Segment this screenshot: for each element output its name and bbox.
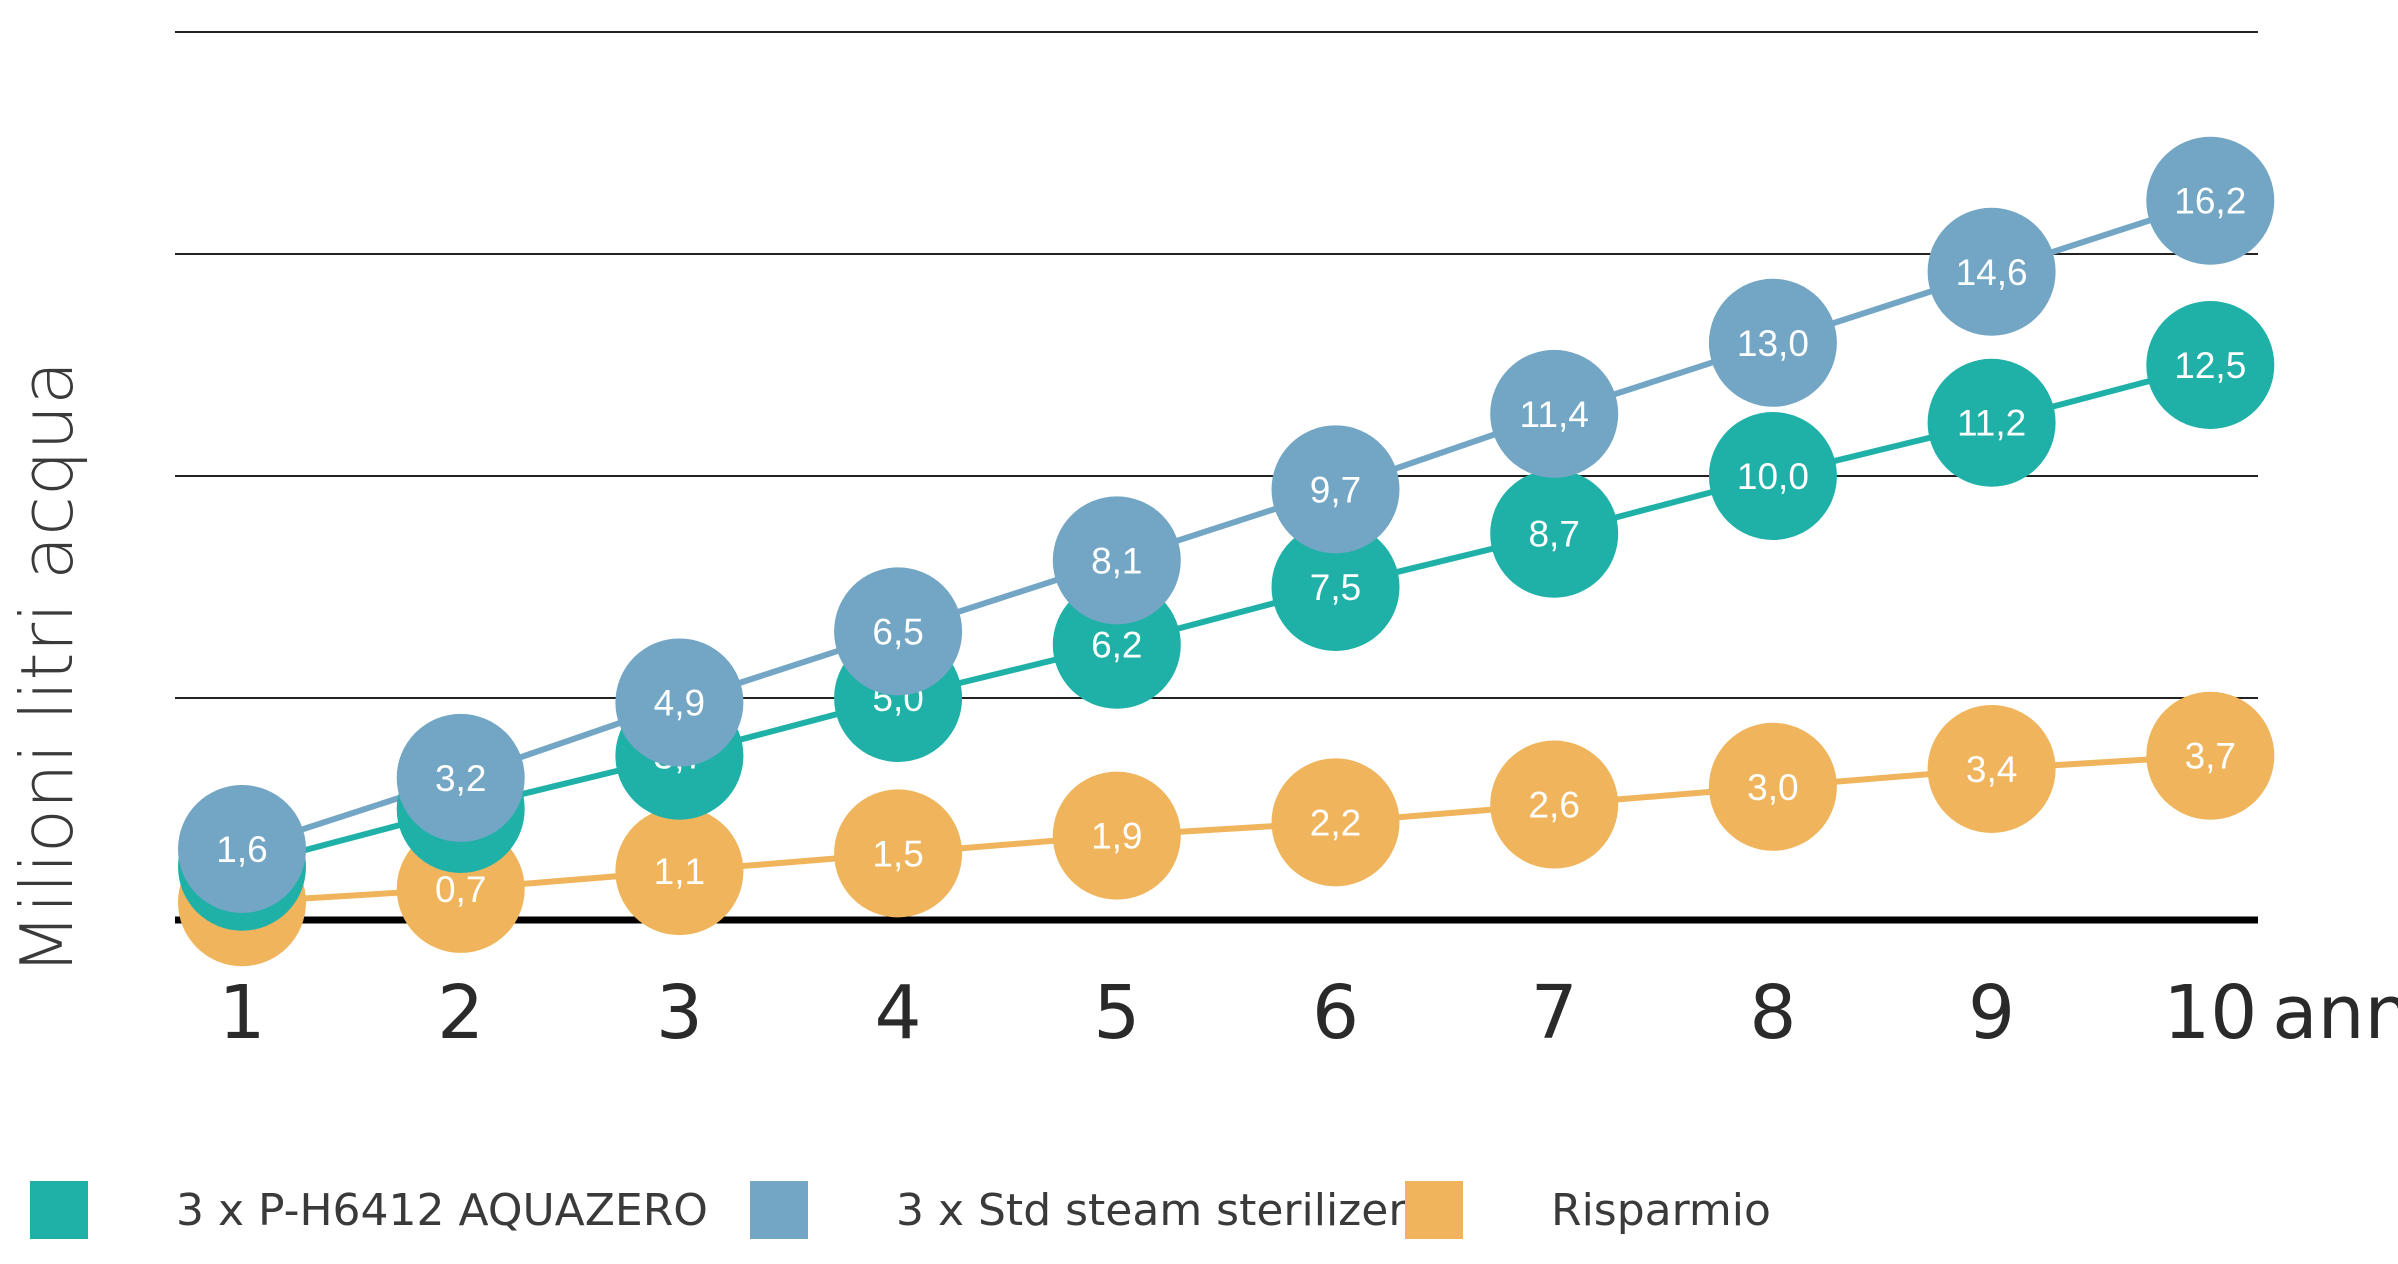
legend-label: 3 x Std steam sterilizer bbox=[896, 1184, 1407, 1236]
data-label: 1,5 bbox=[872, 833, 923, 874]
data-point bbox=[1927, 358, 2056, 487]
data-label: 11,4 bbox=[1520, 394, 1589, 435]
data-point bbox=[1708, 722, 1837, 851]
data-label: 0,7 bbox=[435, 869, 486, 910]
series-line-0 bbox=[241, 362, 2212, 870]
x-tick-label: 7 bbox=[1531, 970, 1578, 1056]
data-point bbox=[1927, 705, 2056, 834]
data-label: 16,2 bbox=[2174, 181, 2246, 222]
data-label: 1,9 bbox=[1091, 816, 1142, 857]
x-axis-ticks: 1 2 3 4 5 6 7 8 9 10anni bbox=[218, 970, 2398, 1056]
data-point bbox=[1052, 496, 1181, 625]
data-point bbox=[1052, 771, 1181, 900]
data-point bbox=[2146, 691, 2275, 820]
legend-swatch bbox=[750, 1181, 808, 1239]
data-label: 2,2 bbox=[1310, 802, 1361, 843]
data-point bbox=[1708, 278, 1837, 407]
data-point bbox=[1271, 425, 1400, 554]
x-tick-label: 2 bbox=[437, 970, 484, 1056]
data-point bbox=[1490, 740, 1619, 869]
x-tick-label: 5 bbox=[1093, 970, 1140, 1056]
x-tick-label: 8 bbox=[1749, 970, 1796, 1056]
data-label: 6,5 bbox=[872, 611, 923, 652]
data-point bbox=[834, 567, 963, 696]
y-axis-label: Milioni litri acqua bbox=[5, 361, 89, 976]
data-point bbox=[615, 638, 744, 767]
data-point bbox=[1271, 758, 1400, 887]
x-tick-label: 10 bbox=[2163, 970, 2257, 1056]
legend: 3 x P-H6412 AQUAZERO 3 x Std steam steril… bbox=[0, 1170, 2398, 1250]
data-label: 11,2 bbox=[1957, 403, 2026, 444]
legend-item: 3 x Std steam sterilizer bbox=[750, 1170, 1406, 1250]
series-lines bbox=[241, 197, 2212, 906]
data-label: 3,7 bbox=[2185, 736, 2236, 777]
x-tick-label: 9 bbox=[1968, 970, 2015, 1056]
data-point bbox=[2146, 136, 2275, 265]
legend-item: 3 x P-H6412 AQUAZERO bbox=[30, 1170, 708, 1250]
data-label: 8,7 bbox=[1528, 514, 1579, 555]
x-tick-label: 4 bbox=[875, 970, 922, 1056]
data-point bbox=[1490, 349, 1619, 478]
data-point bbox=[1490, 469, 1619, 598]
legend-swatch bbox=[30, 1181, 88, 1239]
data-point bbox=[834, 789, 963, 918]
legend-label: 3 x P-H6412 AQUAZERO bbox=[176, 1184, 708, 1236]
data-label: 9,7 bbox=[1310, 469, 1361, 510]
data-label: 7,5 bbox=[1310, 567, 1361, 608]
legend-label: Risparmio bbox=[1551, 1184, 1771, 1236]
gridlines bbox=[175, 31, 2258, 924]
data-point bbox=[2146, 301, 2275, 429]
data-label: 12,5 bbox=[2174, 345, 2246, 386]
data-label: 13,0 bbox=[1737, 323, 1809, 364]
data-label: 14,6 bbox=[1956, 252, 2028, 293]
data-points: 0,40,71,11,51,92,22,63,03,43,71,22,53,75… bbox=[178, 136, 2275, 967]
data-label: 6,2 bbox=[1091, 625, 1142, 666]
data-label: 3,4 bbox=[1966, 749, 2017, 790]
data-point bbox=[1927, 207, 2056, 336]
data-point bbox=[615, 807, 744, 936]
data-label: 10,0 bbox=[1737, 456, 1809, 497]
data-label: 1,6 bbox=[216, 829, 267, 870]
data-label: 1,1 bbox=[654, 851, 705, 892]
data-point bbox=[1271, 523, 1400, 651]
data-label: 3,0 bbox=[1747, 767, 1798, 808]
x-tick-label: 3 bbox=[656, 970, 703, 1056]
data-point bbox=[1708, 412, 1837, 540]
legend-item: Risparmio bbox=[1405, 1170, 1771, 1250]
data-point bbox=[396, 713, 525, 842]
legend-swatch bbox=[1405, 1181, 1463, 1239]
data-label: 4,9 bbox=[654, 682, 705, 723]
data-label: 2,6 bbox=[1528, 785, 1579, 826]
data-point bbox=[178, 784, 306, 913]
x-tick-label: 6 bbox=[1312, 970, 1359, 1056]
x-tick-label: 1 bbox=[218, 970, 265, 1056]
x-axis-unit: anni bbox=[2272, 970, 2398, 1056]
data-label: 3,2 bbox=[435, 758, 486, 799]
series-line-1 bbox=[241, 197, 2212, 852]
series-line-2 bbox=[241, 752, 2211, 906]
data-label: 8,1 bbox=[1091, 540, 1142, 581]
